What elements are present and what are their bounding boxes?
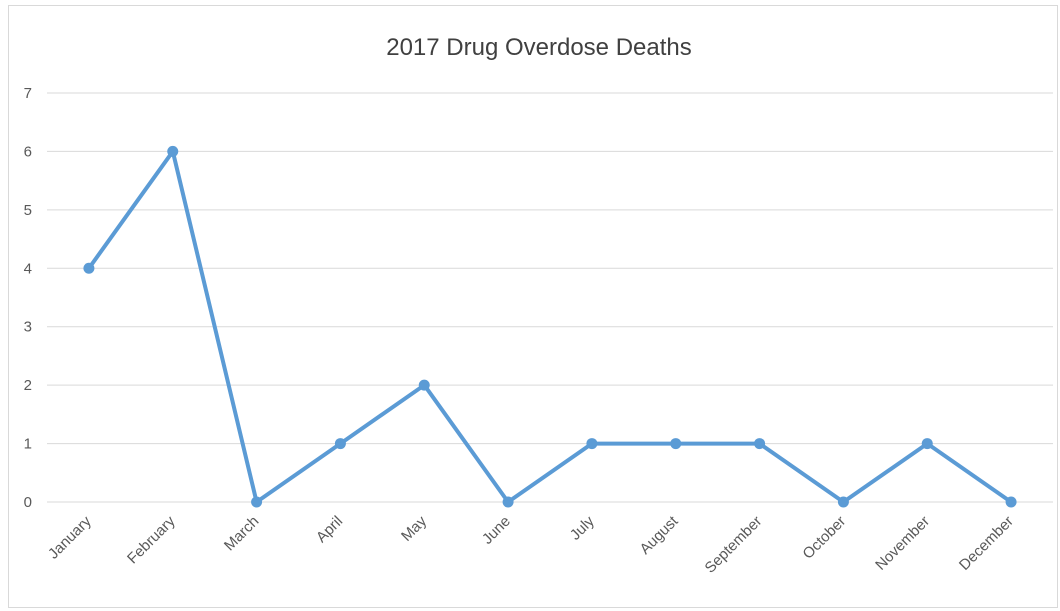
x-tick-label: March	[221, 513, 262, 554]
data-point	[586, 438, 598, 450]
data-point	[418, 379, 430, 391]
data-point	[251, 496, 263, 508]
y-axis-tick-labels: 0 1 2 3 4 5 6 7	[24, 85, 32, 511]
data-point	[167, 145, 179, 157]
x-tick-label: August	[637, 512, 683, 558]
x-axis-tick-labels: January February March April May June July Augu…	[45, 512, 1017, 576]
y-tick-label: 6	[24, 143, 32, 160]
data-point	[502, 496, 514, 508]
line-chart: 2017 Drug Overdose Deaths 0 1 2 3 4 5 6 7 Janua…	[24, 34, 1053, 577]
x-tick-label: May	[398, 512, 430, 544]
y-tick-label: 5	[24, 202, 32, 219]
y-tick-label: 2	[24, 377, 32, 394]
x-tick-label: January	[45, 512, 95, 562]
y-tick-label: 1	[24, 436, 32, 453]
x-tick-label: September	[702, 513, 766, 577]
data-point	[334, 438, 346, 450]
y-tick-label: 4	[24, 260, 32, 277]
data-point	[837, 496, 849, 508]
series-layer	[83, 145, 1017, 508]
data-point	[83, 262, 95, 274]
x-tick-label: February	[124, 512, 179, 567]
chart-title: 2017 Drug Overdose Deaths	[386, 34, 692, 61]
data-point	[921, 438, 933, 450]
series-line	[86, 149, 1014, 504]
data-point	[754, 438, 766, 450]
x-tick-label: April	[313, 513, 346, 546]
data-point	[670, 438, 682, 450]
x-tick-label: July	[567, 512, 598, 543]
chart-container: 2017 Drug Overdose Deaths 0 1 2 3 4 5 6 7 Janua…	[8, 5, 1058, 608]
gridlines	[47, 92, 1053, 503]
x-tick-label: December	[956, 513, 1017, 574]
y-tick-label: 7	[24, 85, 32, 102]
y-tick-label: 0	[24, 494, 32, 511]
y-tick-label: 3	[24, 319, 32, 336]
x-tick-label: November	[872, 513, 933, 574]
x-tick-label: June	[479, 513, 514, 548]
data-point	[1005, 496, 1017, 508]
x-tick-label: October	[799, 513, 849, 563]
